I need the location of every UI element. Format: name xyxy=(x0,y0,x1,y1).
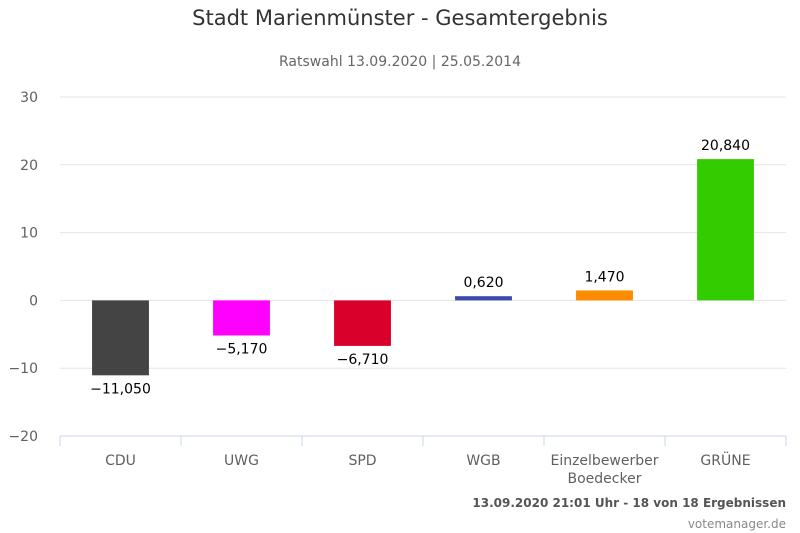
category-label: Boedecker xyxy=(568,471,642,487)
category-label: Einzelbewerber xyxy=(550,453,658,469)
y-tick-label: −20 xyxy=(8,429,38,445)
category-label: UWG xyxy=(224,453,259,469)
chart-subtitle: Ratswahl 13.09.2020 | 25.05.2014 xyxy=(279,54,521,70)
data-label: 20,840 xyxy=(701,138,750,154)
data-label: −11,050 xyxy=(90,381,151,397)
bar xyxy=(334,300,391,346)
y-tick-label: 20 xyxy=(20,158,38,174)
data-label: −6,710 xyxy=(337,352,389,368)
data-label: 0,620 xyxy=(463,275,503,291)
y-tick-label: 0 xyxy=(29,293,38,309)
bar xyxy=(576,290,633,301)
y-tick-label: 10 xyxy=(20,226,38,242)
chart-title: Stadt Marienmünster - Gesamtergebnis xyxy=(192,6,608,30)
y-tick-label: −10 xyxy=(8,361,38,377)
bar xyxy=(455,296,512,301)
category-label: SPD xyxy=(348,453,376,469)
y-tick-label: 30 xyxy=(20,90,38,106)
bar xyxy=(92,300,149,376)
category-label: CDU xyxy=(105,453,136,469)
credit-link[interactable]: votemanager.de xyxy=(687,517,786,531)
category-label: GRÜNE xyxy=(700,451,750,469)
category-label: WGB xyxy=(466,453,500,469)
result-status: 13.09.2020 21:01 Uhr - 18 von 18 Ergebni… xyxy=(472,496,786,510)
bar xyxy=(697,159,754,301)
bar xyxy=(213,300,270,336)
data-label: −5,170 xyxy=(216,341,268,357)
data-label: 1,470 xyxy=(584,269,624,285)
